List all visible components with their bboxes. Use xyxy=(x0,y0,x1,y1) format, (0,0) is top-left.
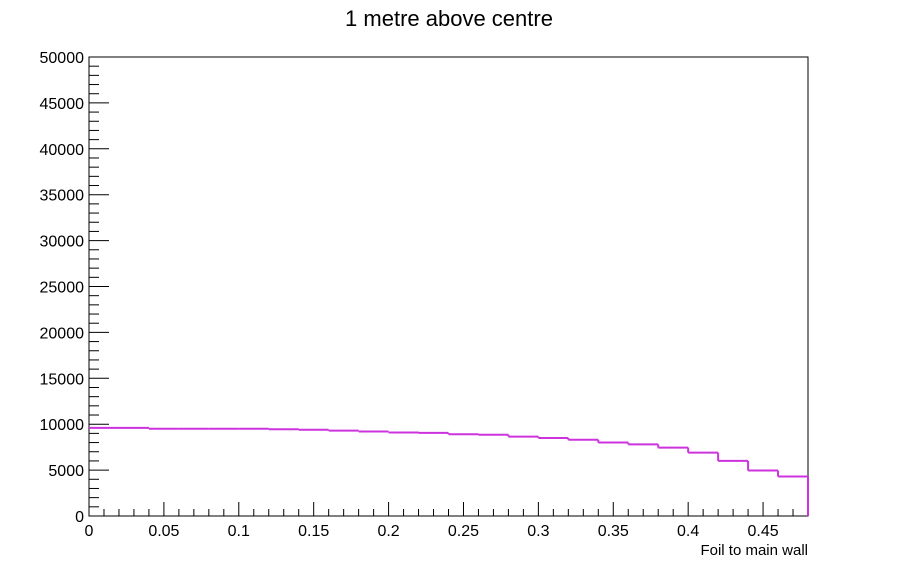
x-tick-label: 0.4 xyxy=(677,523,699,540)
x-tick-label: 0 xyxy=(85,523,94,540)
y-tick-label: 15000 xyxy=(40,371,85,388)
y-tick-label: 0 xyxy=(75,509,84,526)
x-tick-label: 0.25 xyxy=(448,523,479,540)
chart-title: 1 metre above centre xyxy=(345,6,553,31)
y-tick-label: 35000 xyxy=(40,188,85,205)
histogram-marks xyxy=(89,426,809,516)
y-tick-label: 5000 xyxy=(48,463,84,480)
y-tick-label: 40000 xyxy=(40,142,85,159)
y-tick-label: 10000 xyxy=(40,417,85,434)
y-tick-label: 45000 xyxy=(40,96,85,113)
y-tick-label: 50000 xyxy=(40,50,85,67)
axes xyxy=(88,56,809,517)
y-tick-label: 30000 xyxy=(40,234,85,251)
x-tick-label: 0.1 xyxy=(228,523,250,540)
x-tick-label: 0.45 xyxy=(747,523,778,540)
x-tick-label: 0.3 xyxy=(527,523,549,540)
ticks: 0 5000 10000 15000 20000 25000 30000 35000 40000… xyxy=(40,50,809,540)
y-tick-label: 25000 xyxy=(40,280,85,297)
x-tick-label: 0.05 xyxy=(148,523,179,540)
x-tick-label: 0.2 xyxy=(377,523,399,540)
x-tick-label: 0.35 xyxy=(598,523,629,540)
plot-frame xyxy=(88,56,809,517)
y-tick-label: 20000 xyxy=(40,325,85,342)
x-axis-label: Foil to main wall xyxy=(700,542,808,559)
x-tick-label: 0.15 xyxy=(298,523,329,540)
